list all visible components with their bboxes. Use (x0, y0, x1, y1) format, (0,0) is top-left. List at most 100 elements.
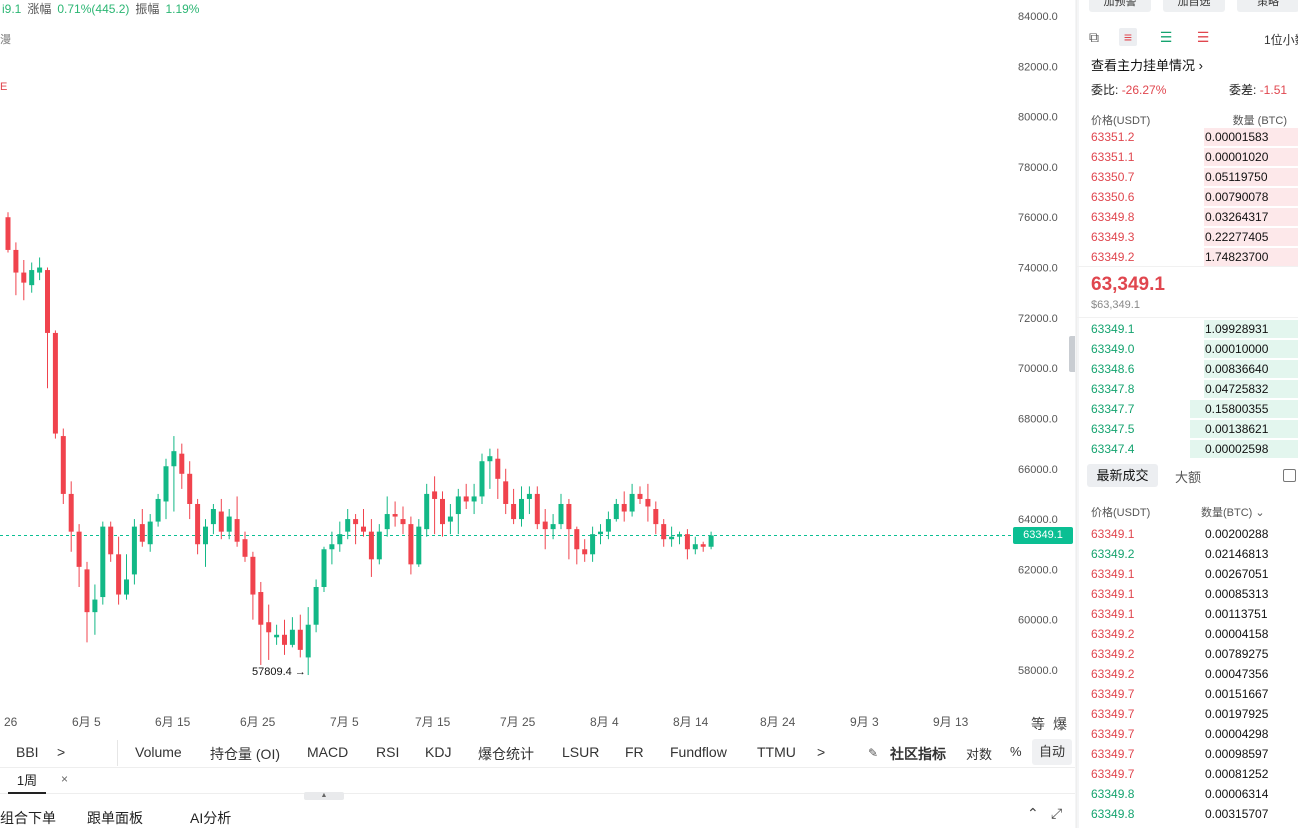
candle[interactable] (124, 554, 129, 600)
candle[interactable] (171, 436, 177, 512)
book-bids-icon[interactable]: ☰ (1159, 29, 1173, 45)
axis-mode-icon[interactable]: 等 (1031, 716, 1045, 733)
candle[interactable] (289, 617, 295, 648)
bid-row[interactable]: 63347.5 0.00138621 (1077, 419, 1298, 439)
percent-scale-toggle[interactable]: % (1010, 744, 1022, 759)
candle[interactable] (337, 521, 343, 552)
candle[interactable] (708, 531, 714, 550)
candle[interactable] (76, 524, 82, 587)
candle[interactable] (408, 516, 414, 575)
candle[interactable] (511, 488, 517, 525)
strategy-button[interactable]: 策略 (1237, 0, 1298, 12)
candle[interactable] (210, 503, 216, 535)
candle[interactable] (282, 619, 287, 655)
candle[interactable] (384, 496, 390, 537)
candle[interactable] (519, 486, 524, 527)
trades-qty-header[interactable]: 数量(BTC) ⌄ (1201, 504, 1265, 520)
candle[interactable] (590, 526, 596, 562)
indicator-macd[interactable]: MACD (307, 744, 349, 760)
candle[interactable] (147, 514, 153, 552)
candle[interactable] (108, 521, 114, 562)
candle[interactable] (487, 448, 493, 489)
tab-ai-analysis[interactable]: AI分析 (190, 810, 232, 826)
candle[interactable] (669, 526, 675, 547)
log-scale-toggle[interactable]: 对数 (966, 747, 993, 762)
candle[interactable] (250, 551, 256, 620)
candle[interactable] (29, 262, 35, 293)
candle[interactable] (274, 624, 280, 645)
indicator-liquidation[interactable]: 爆仓统计 (478, 746, 534, 762)
indicator-bbi[interactable]: BBI (16, 744, 39, 760)
candle[interactable] (242, 531, 248, 562)
indicator-volume[interactable]: Volume (135, 744, 182, 760)
candle[interactable] (297, 614, 303, 658)
period-tab[interactable]: 1周 (8, 770, 46, 794)
resize-handle[interactable]: ▲ (304, 792, 344, 800)
candle[interactable] (677, 531, 682, 545)
indicator-fr[interactable]: FR (625, 744, 644, 760)
tab-combo-order[interactable]: 组合下单 (0, 810, 56, 826)
ask-row[interactable]: 63351.1 0.00001020 (1077, 147, 1298, 167)
candle[interactable] (21, 259, 27, 301)
community-indicators-button[interactable]: 社区指标 (890, 746, 946, 762)
bid-row[interactable]: 63347.7 0.15800355 (1077, 399, 1298, 419)
add-alert-button[interactable]: 加预警 (1089, 0, 1151, 12)
ask-row[interactable]: 63350.7 0.05119750 (1077, 167, 1298, 187)
candle[interactable] (203, 519, 208, 567)
candle[interactable] (163, 458, 169, 520)
candle[interactable] (566, 498, 572, 560)
candle[interactable] (376, 524, 382, 565)
candle[interactable] (613, 498, 619, 522)
candle[interactable] (495, 448, 501, 499)
indicator-ttmu[interactable]: TTMU (757, 744, 796, 760)
candle[interactable] (368, 519, 374, 577)
add-favorite-button[interactable]: 加自选 (1163, 0, 1225, 12)
candle[interactable] (179, 443, 185, 489)
candle[interactable] (700, 541, 706, 552)
large-trades-checkbox[interactable] (1283, 469, 1296, 482)
candle[interactable] (13, 242, 19, 296)
expand-icon[interactable]: ⤢ (1051, 805, 1063, 821)
chevron-right-icon[interactable]: > (57, 744, 66, 760)
candle[interactable] (329, 531, 335, 565)
indicator-kdj[interactable]: KDJ (425, 744, 452, 760)
candle[interactable] (116, 536, 122, 605)
bid-row[interactable]: 63349.1 1.09928931 (1077, 319, 1298, 339)
indicator-fundflow[interactable]: Fundflow (670, 744, 727, 760)
candle[interactable] (582, 539, 588, 562)
indicator-oi[interactable]: 持仓量 (OI) (210, 746, 280, 762)
close-icon[interactable]: × (61, 772, 69, 786)
candle[interactable] (187, 461, 193, 520)
candle[interactable] (605, 511, 611, 540)
candle[interactable] (479, 453, 485, 504)
candlestick-chart[interactable]: 84000.0 82000.0 80000.0 78000.0 76000.0 74000… (0, 0, 1075, 738)
candle[interactable] (645, 483, 651, 522)
decimals-select[interactable]: 1位小数 (1264, 33, 1298, 47)
candle[interactable] (100, 521, 106, 605)
candle[interactable] (574, 526, 580, 565)
candle[interactable] (155, 493, 161, 527)
candle[interactable] (45, 267, 50, 389)
candle[interactable] (526, 486, 532, 515)
book-asks-icon[interactable]: ☰ (1196, 29, 1210, 45)
candle[interactable] (60, 428, 66, 504)
bid-row[interactable]: 63348.6 0.00836640 (1077, 359, 1298, 379)
candle[interactable] (598, 524, 603, 545)
candle[interactable] (139, 509, 145, 547)
candle[interactable] (621, 491, 627, 522)
candle[interactable] (353, 514, 359, 545)
candle[interactable] (440, 491, 445, 537)
candle[interactable] (629, 483, 635, 517)
candle[interactable] (550, 514, 556, 540)
candle[interactable] (558, 493, 564, 530)
ask-row[interactable]: 63349.8 0.03264317 (1077, 207, 1298, 227)
candle[interactable] (92, 584, 98, 635)
ask-row[interactable]: 63350.6 0.00790078 (1077, 187, 1298, 207)
candle[interactable] (37, 257, 43, 281)
edit-icon[interactable]: ✎ (868, 746, 879, 760)
candle[interactable] (305, 607, 311, 676)
auto-scale-button[interactable]: 自动 (1032, 739, 1072, 765)
indicator-rsi[interactable]: RSI (376, 744, 400, 760)
bid-row[interactable]: 63347.4 0.00002598 (1077, 439, 1298, 459)
candle[interactable] (226, 509, 232, 540)
